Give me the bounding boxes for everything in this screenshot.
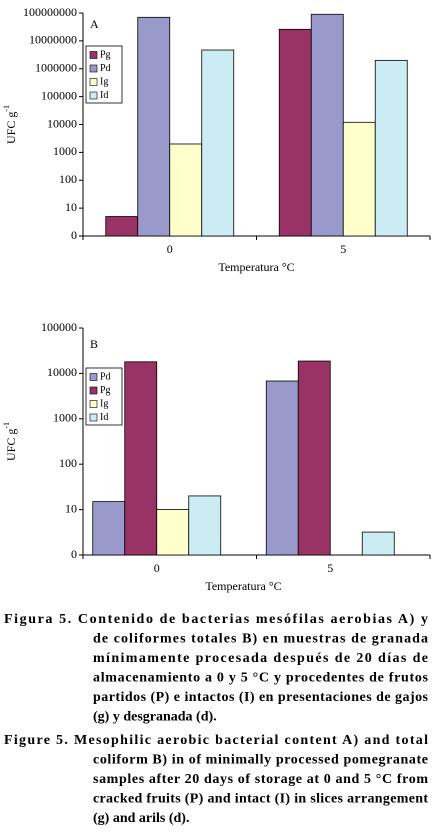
y-axis-label: UFC g-1 xyxy=(2,422,18,461)
x-tick-label: 5 xyxy=(340,242,346,256)
caption-line: samples after 20 days of storage at 0 an… xyxy=(93,772,428,787)
y-tick-label: 10000 xyxy=(47,116,77,130)
bar xyxy=(310,13,344,237)
bar xyxy=(374,59,408,237)
y-tick-label: 100 xyxy=(59,172,77,186)
caption-line: (g) and arils (d). xyxy=(93,811,189,826)
legend-swatch xyxy=(89,413,98,422)
legend-swatch xyxy=(89,373,98,381)
y-tick-label: 100000 xyxy=(41,320,77,334)
y-tick-label: 0 xyxy=(71,547,77,561)
legend-label: Ig xyxy=(100,76,108,87)
legend-label: Pg xyxy=(100,385,111,396)
caption-line: cracked fruits (P) and intact (I) in sli… xyxy=(93,792,428,807)
bar xyxy=(265,380,299,556)
bar xyxy=(137,16,171,237)
x-tick-label: 5 xyxy=(327,561,333,575)
y-tick-label: 1000000 xyxy=(35,61,77,75)
x-axis-label: Temperatura °C xyxy=(205,579,281,593)
legend-label: Ig xyxy=(100,398,108,409)
y-axis-label: UFC g-1 xyxy=(2,105,18,144)
legend-swatch xyxy=(89,386,98,395)
legend-label: Id xyxy=(100,90,108,101)
legend-swatch xyxy=(89,51,98,59)
y-tick-label: 10000 xyxy=(47,365,77,379)
x-axis-label: Temperatura °C xyxy=(218,260,294,274)
y-tick-label: 1000 xyxy=(53,144,77,158)
caption-line: mínimamente procesada después de 20 días… xyxy=(93,651,428,666)
legend-swatch xyxy=(89,64,98,73)
bar xyxy=(169,143,203,237)
y-axis-label-sup: -1 xyxy=(2,422,11,429)
y-tick-label: 1000 xyxy=(53,411,77,425)
caption-line: Figure 5. Mesophilic aerobic bacterial c… xyxy=(4,733,428,748)
y-tick-label: 100000 xyxy=(41,88,77,102)
legend-swatch xyxy=(89,78,98,86)
caption-line: (g) y desgranada (d). xyxy=(93,710,217,725)
y-tick-label: 100 xyxy=(59,456,77,470)
x-tick-label: 0 xyxy=(154,561,160,575)
bar xyxy=(92,501,126,556)
x-tick-label: 0 xyxy=(167,242,173,256)
legend-swatch xyxy=(89,400,98,408)
legend-label: Pg xyxy=(100,49,111,60)
y-tick-label: 10000000 xyxy=(29,33,77,47)
bar xyxy=(297,360,331,556)
panel-label: A xyxy=(90,17,99,31)
legend-label: Pd xyxy=(100,371,111,382)
caption-line: almacenamiento a 0 y 5 °C y procedentes … xyxy=(93,671,429,686)
y-tick-label: 100000000 xyxy=(23,5,77,19)
panel-label: B xyxy=(90,337,98,351)
bar xyxy=(124,361,158,556)
y-axis-label-text: UFC g xyxy=(4,112,18,144)
caption-line: de coliformes totales B) en muestras de … xyxy=(93,632,428,647)
bar xyxy=(105,216,139,237)
y-tick-label: 10 xyxy=(65,501,77,515)
caption-line: partidos (P) e intactos (I) en presentac… xyxy=(93,690,429,705)
bar xyxy=(278,28,312,237)
bar xyxy=(201,49,235,237)
caption-line: coliform B) in of minimally processed po… xyxy=(93,753,428,768)
y-tick-label: 0 xyxy=(71,228,77,242)
bar xyxy=(188,495,222,556)
y-tick-label: 10 xyxy=(65,200,77,214)
bar xyxy=(156,509,190,556)
caption-line: Figura 5. Contenido de bacterias mesófil… xyxy=(4,612,428,627)
legend-label: Id xyxy=(100,412,108,423)
legend-label: Pd xyxy=(100,63,111,74)
bar xyxy=(361,531,395,556)
bar xyxy=(342,121,376,237)
y-axis-label-sup: -1 xyxy=(2,105,11,112)
y-axis-label-text: UFC g xyxy=(4,429,18,461)
legend-swatch xyxy=(89,91,98,100)
